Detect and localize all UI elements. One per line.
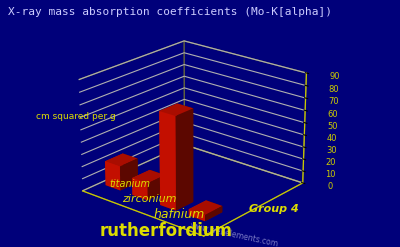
Text: www.webelements.com: www.webelements.com — [190, 222, 280, 247]
Text: X-ray mass absorption coefficients (Mo-K[alpha]): X-ray mass absorption coefficients (Mo-K… — [8, 7, 332, 17]
